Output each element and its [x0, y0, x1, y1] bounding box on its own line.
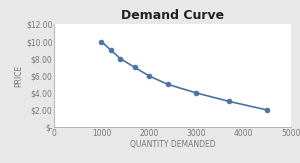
X-axis label: QUANTITY DEMANDED: QUANTITY DEMANDED — [130, 140, 215, 149]
Y-axis label: PRICE: PRICE — [14, 65, 23, 87]
Title: Demand Curve: Demand Curve — [121, 9, 224, 22]
